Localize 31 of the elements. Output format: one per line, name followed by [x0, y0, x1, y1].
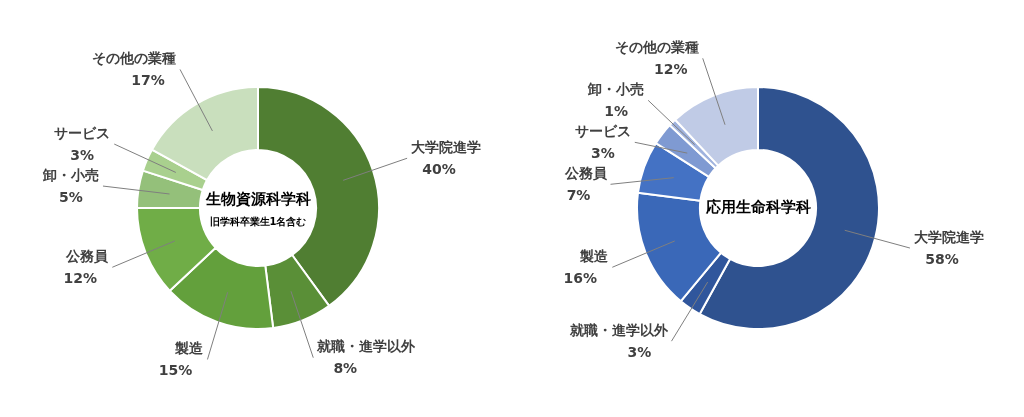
slice-label: 製造 — [174, 340, 205, 357]
slice-label: その他の業種 — [614, 38, 699, 55]
slice-label: 大学院進学 — [411, 138, 482, 155]
data-label: 58% — [925, 250, 959, 267]
text: 旧学科卒業生1名含む — [209, 215, 307, 227]
slice-label: サービス — [574, 122, 631, 139]
data-label: 3% — [70, 146, 95, 163]
slice-label: 公務員 — [65, 247, 110, 264]
slice-label: その他の業種 — [92, 50, 177, 67]
data-label: 16% — [563, 269, 598, 286]
data-label: 17% — [131, 72, 165, 89]
data-label: 8% — [333, 360, 358, 377]
data-label: 12% — [63, 269, 98, 286]
data-label: 3% — [590, 144, 615, 161]
data-label: 15% — [158, 362, 193, 379]
slice-label: 製造 — [579, 247, 610, 264]
slice-label: 就職・進学以外 — [316, 338, 417, 355]
slice-label: サービス — [54, 124, 111, 141]
text: 生物資源科学科 — [204, 189, 311, 208]
data-label: 1% — [604, 102, 629, 119]
data-label: 7% — [566, 186, 591, 203]
data-label: 3% — [627, 343, 652, 360]
slice-label: 卸・小売 — [587, 80, 645, 97]
data-label: 5% — [59, 188, 83, 205]
data-label: 12% — [653, 60, 688, 77]
slice-label: 就職・進学以外 — [568, 321, 669, 338]
slice-label: 公務員 — [563, 164, 608, 181]
slice-label: 卸・小売 — [41, 166, 99, 183]
slice-label: 大学院進学 — [913, 228, 984, 245]
text: 応用生命科学科 — [704, 197, 811, 216]
data-label: 40% — [422, 160, 456, 177]
